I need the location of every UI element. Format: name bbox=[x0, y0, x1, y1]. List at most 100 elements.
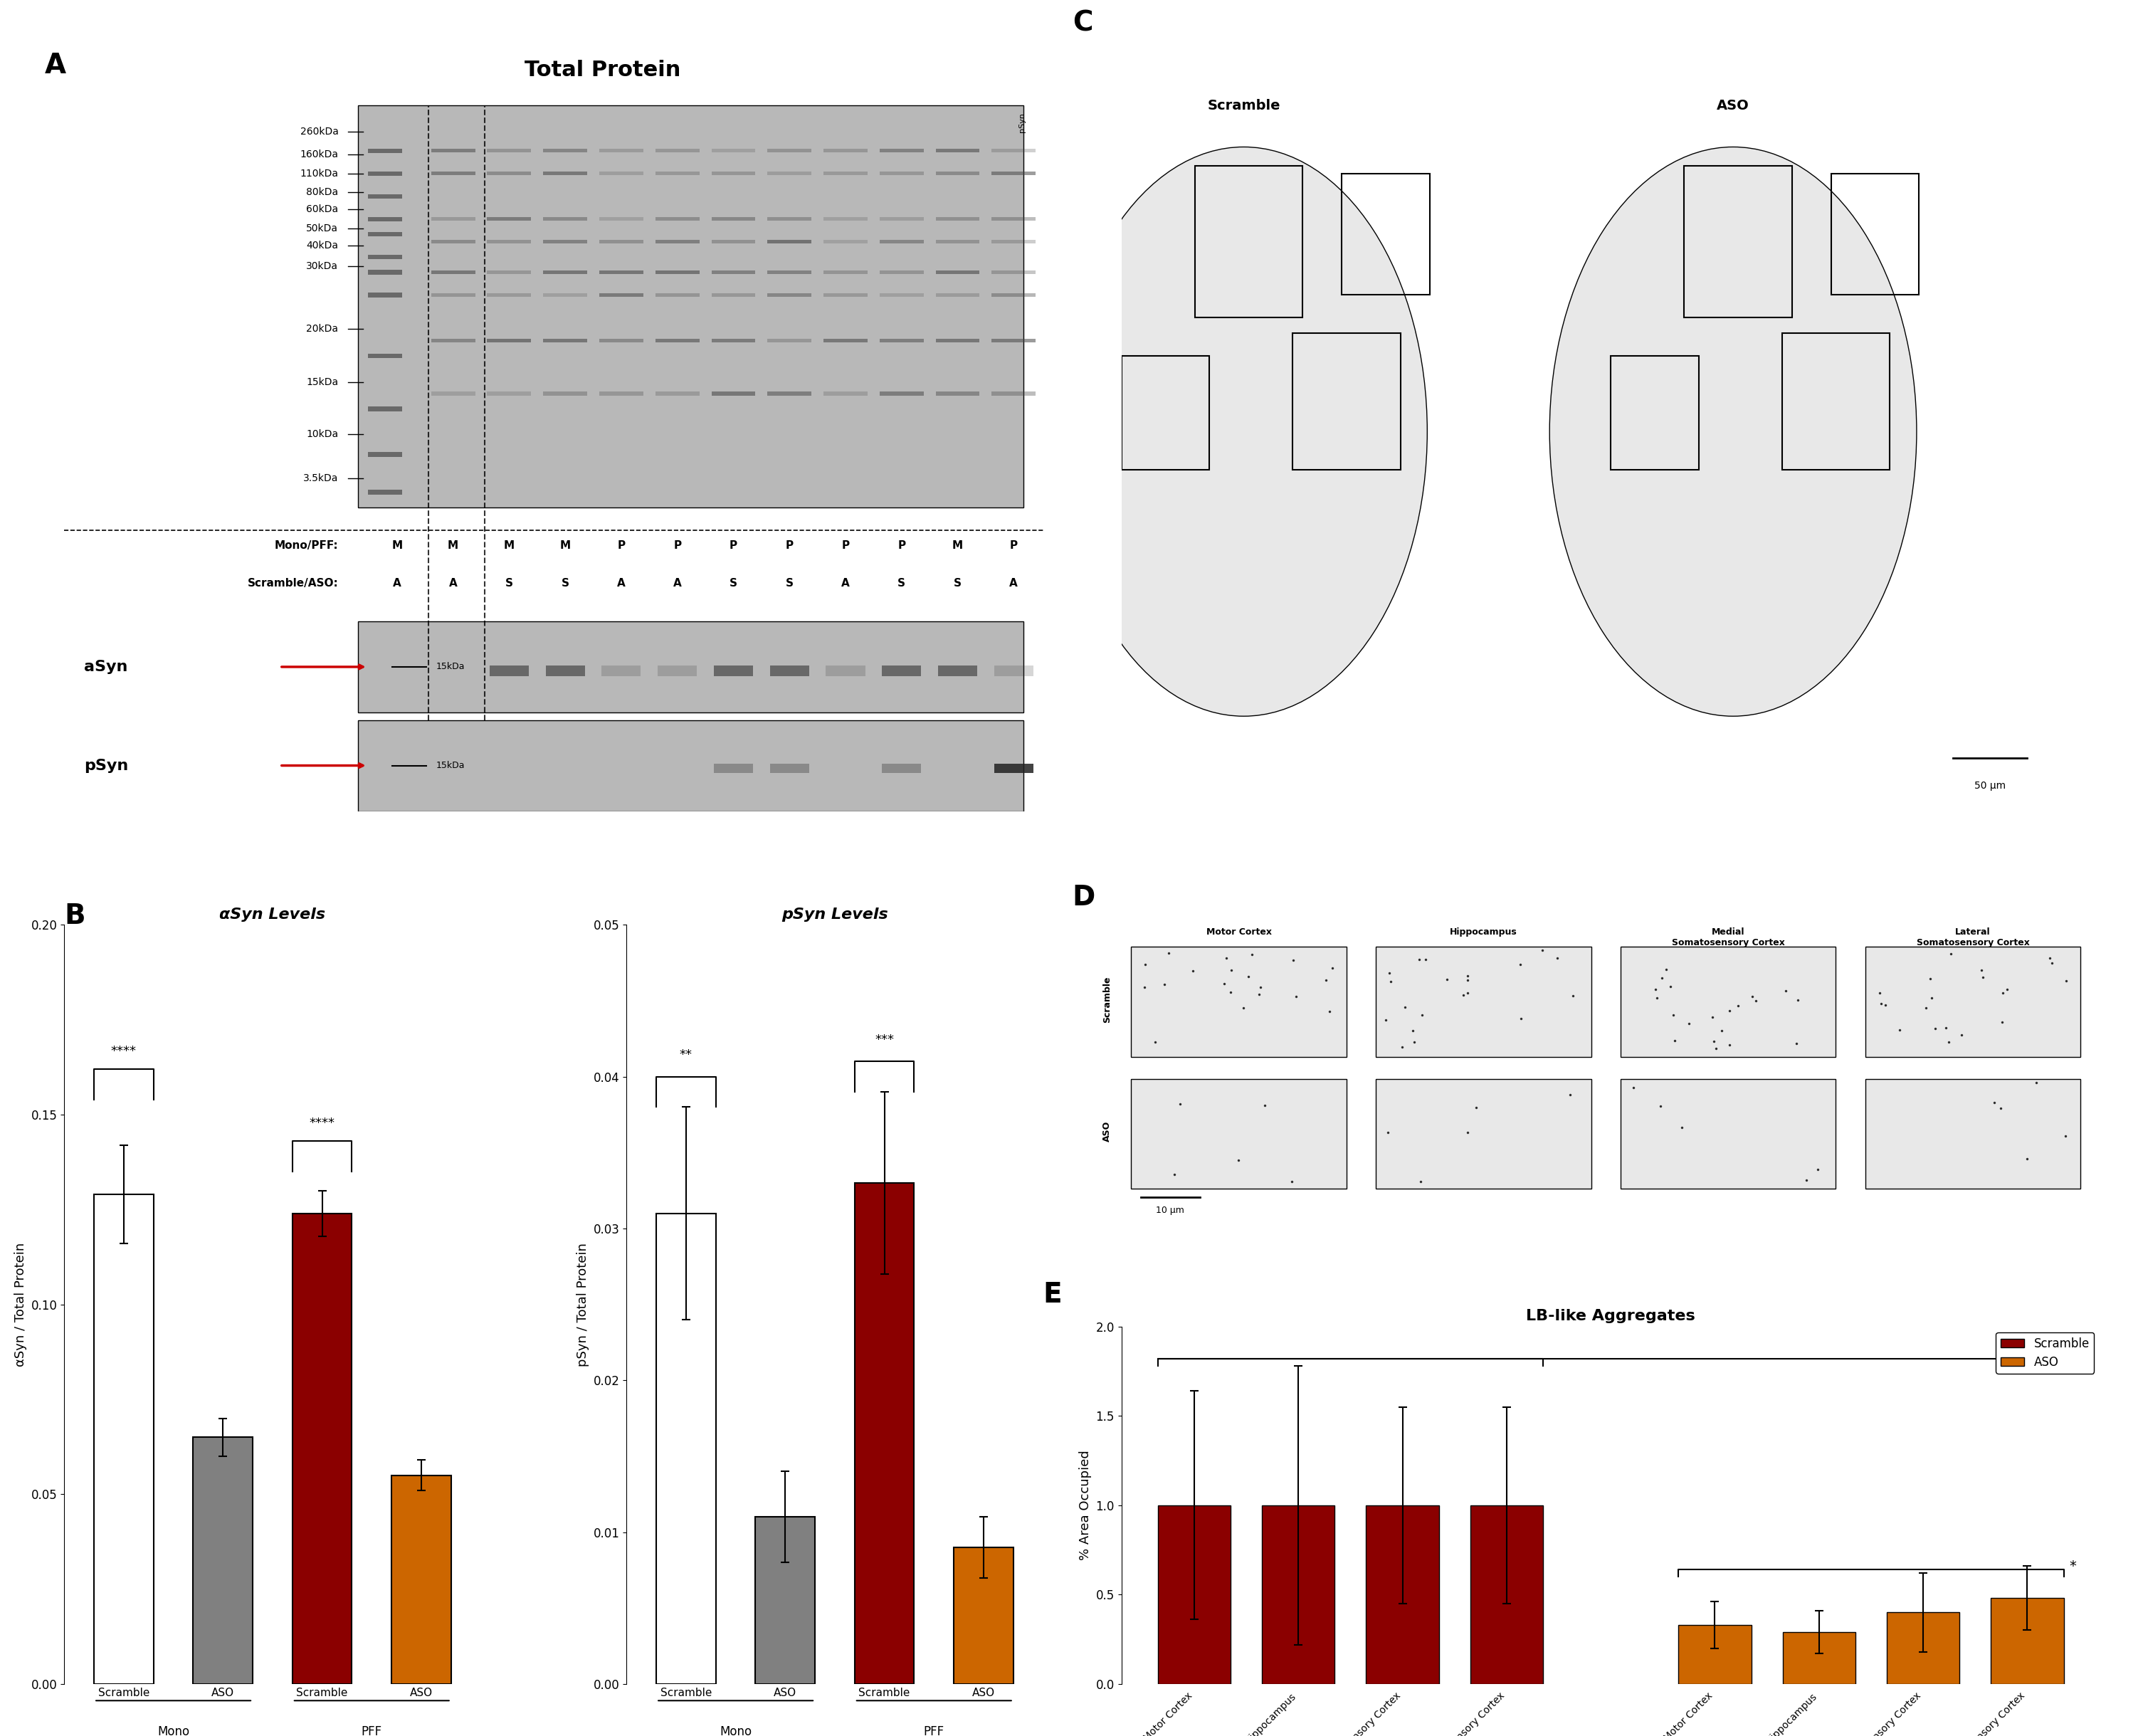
Bar bbox=[1830, 174, 1920, 295]
Bar bbox=[1684, 167, 1792, 318]
Bar bbox=[369, 490, 403, 495]
Text: P: P bbox=[729, 540, 737, 550]
Bar bbox=[489, 665, 529, 675]
Text: M: M bbox=[559, 540, 570, 550]
Title: αSyn Levels: αSyn Levels bbox=[219, 908, 326, 922]
Bar bbox=[600, 172, 643, 175]
Text: Motor Cortex: Motor Cortex bbox=[1207, 927, 1271, 937]
Bar bbox=[936, 271, 979, 274]
Bar bbox=[711, 271, 756, 274]
Bar bbox=[546, 665, 585, 675]
Bar bbox=[1470, 1505, 1543, 1684]
Text: Scramble: Scramble bbox=[1207, 99, 1279, 113]
Text: M: M bbox=[951, 540, 962, 550]
Bar bbox=[656, 271, 699, 274]
Bar bbox=[656, 172, 699, 175]
Bar bbox=[358, 106, 1024, 507]
Bar bbox=[825, 665, 866, 675]
Bar bbox=[369, 293, 403, 297]
Text: PFF: PFF bbox=[362, 1726, 381, 1736]
Bar bbox=[1991, 1599, 2064, 1684]
Bar bbox=[1783, 333, 1890, 469]
Bar bbox=[1678, 1625, 1751, 1684]
Text: A: A bbox=[392, 578, 401, 589]
Bar bbox=[1157, 1505, 1230, 1684]
Bar bbox=[486, 293, 531, 297]
Text: 50kDa: 50kDa bbox=[306, 224, 339, 233]
Bar bbox=[369, 354, 403, 358]
Bar bbox=[1376, 946, 1590, 1057]
Bar bbox=[656, 1213, 716, 1684]
Bar bbox=[369, 255, 403, 259]
Bar bbox=[1365, 1505, 1438, 1684]
Text: P: P bbox=[617, 540, 626, 550]
Text: A: A bbox=[673, 578, 681, 589]
Text: Total Protein: Total Protein bbox=[525, 59, 681, 80]
Bar bbox=[883, 764, 921, 773]
Bar bbox=[542, 392, 587, 396]
Text: Hippocampus: Hippocampus bbox=[1451, 927, 1517, 937]
Bar bbox=[486, 149, 531, 153]
Text: 10 μm: 10 μm bbox=[1155, 1205, 1185, 1215]
Text: C: C bbox=[1072, 10, 1093, 36]
Bar bbox=[431, 392, 476, 396]
Bar bbox=[767, 271, 812, 274]
Bar bbox=[714, 764, 752, 773]
Ellipse shape bbox=[1549, 148, 1916, 717]
Bar bbox=[767, 339, 812, 342]
Bar bbox=[823, 149, 868, 153]
Bar bbox=[883, 665, 921, 675]
Bar bbox=[602, 665, 641, 675]
Bar bbox=[1612, 356, 1699, 469]
Bar bbox=[1620, 1078, 1837, 1189]
Bar bbox=[291, 1213, 351, 1684]
Bar bbox=[823, 271, 868, 274]
Bar bbox=[1620, 946, 1837, 1057]
Text: A: A bbox=[617, 578, 626, 589]
Text: PFF: PFF bbox=[924, 1726, 945, 1736]
Bar bbox=[823, 392, 868, 396]
Bar bbox=[992, 271, 1035, 274]
Bar bbox=[992, 339, 1035, 342]
Bar bbox=[486, 271, 531, 274]
Bar bbox=[431, 172, 476, 175]
Text: Lateral
Somatosensory Cortex: Lateral Somatosensory Cortex bbox=[1916, 927, 2029, 948]
Y-axis label: % Area Occupied: % Area Occupied bbox=[1078, 1450, 1091, 1561]
Text: D: D bbox=[1072, 884, 1095, 911]
Bar bbox=[992, 172, 1035, 175]
Bar bbox=[879, 271, 924, 274]
Text: 3.5kDa: 3.5kDa bbox=[302, 474, 339, 484]
Bar bbox=[823, 217, 868, 220]
Bar bbox=[1132, 946, 1346, 1057]
Bar bbox=[936, 217, 979, 220]
Bar bbox=[936, 339, 979, 342]
Bar bbox=[656, 392, 699, 396]
Text: P: P bbox=[786, 540, 793, 550]
Bar bbox=[879, 240, 924, 243]
Bar bbox=[369, 406, 403, 411]
Bar bbox=[954, 1547, 1014, 1684]
Bar bbox=[542, 240, 587, 243]
Text: aSyn: aSyn bbox=[84, 660, 129, 674]
Text: A: A bbox=[45, 52, 66, 80]
Bar bbox=[711, 293, 756, 297]
Bar bbox=[711, 392, 756, 396]
Title: LB-like Aggregates: LB-like Aggregates bbox=[1526, 1309, 1695, 1323]
Text: S: S bbox=[729, 578, 737, 589]
Text: S: S bbox=[898, 578, 906, 589]
Text: Medial
Somatosensory Cortex: Medial Somatosensory Cortex bbox=[1672, 927, 1785, 948]
Text: S: S bbox=[786, 578, 793, 589]
Bar bbox=[879, 293, 924, 297]
Bar bbox=[936, 172, 979, 175]
Text: A: A bbox=[448, 578, 456, 589]
Bar bbox=[658, 665, 696, 675]
Bar bbox=[1132, 1078, 1346, 1189]
Bar bbox=[992, 217, 1035, 220]
Bar bbox=[431, 293, 476, 297]
Bar bbox=[600, 271, 643, 274]
Bar bbox=[823, 339, 868, 342]
Title: pSyn Levels: pSyn Levels bbox=[782, 908, 887, 922]
Text: ***: *** bbox=[874, 1033, 894, 1047]
Bar bbox=[369, 233, 403, 236]
Bar bbox=[656, 149, 699, 153]
